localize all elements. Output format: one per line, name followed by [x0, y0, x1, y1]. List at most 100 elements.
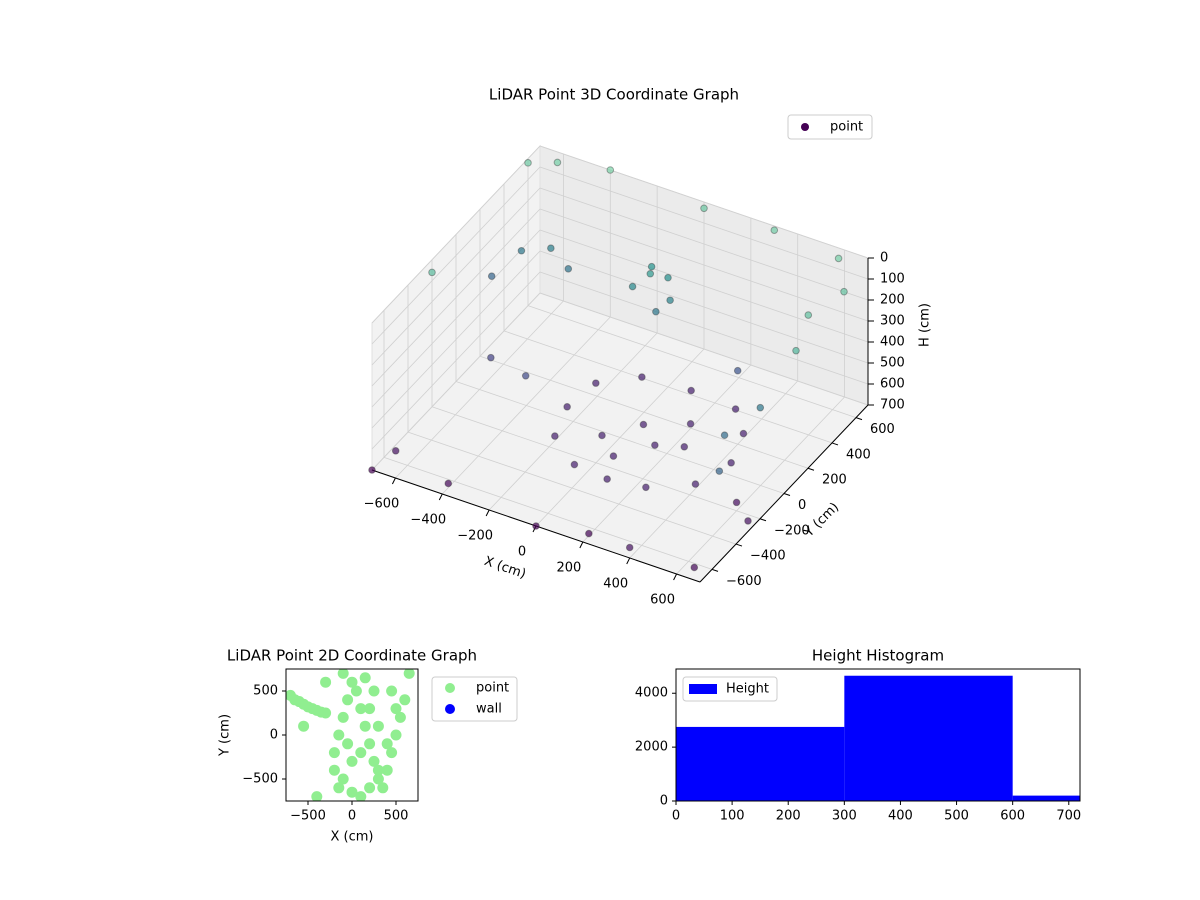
data-point [364, 738, 376, 750]
grid-line [371, 292, 541, 471]
tick-mark [673, 573, 678, 581]
data-point [337, 669, 349, 679]
grid-line [539, 250, 869, 364]
y-tick-label: −200 [774, 523, 810, 538]
data-point [727, 459, 735, 467]
plot-area [676, 675, 1080, 801]
data-point [680, 443, 689, 451]
data-point [625, 543, 634, 552]
data-point [804, 311, 813, 319]
data-point [840, 287, 848, 296]
legend-label: Height [726, 682, 769, 697]
chart-title: Height Histogram [812, 647, 944, 665]
data-point [381, 738, 393, 750]
data-point [598, 431, 606, 440]
data-point [386, 747, 398, 759]
data-point [733, 366, 742, 375]
data-point [547, 244, 555, 253]
data-point [372, 764, 384, 776]
y-tick-label: 400 [846, 447, 871, 462]
data-point [337, 711, 349, 723]
legend-label: point [830, 120, 863, 135]
z-tick-label: 300 [880, 314, 905, 329]
data-point [720, 431, 729, 440]
data-point [355, 747, 367, 759]
plot-area [286, 669, 415, 801]
y-tick-label: 0 [798, 498, 806, 513]
z-tick-label: 500 [880, 356, 905, 371]
data-point [638, 373, 646, 381]
legend-label: wall [476, 702, 502, 717]
y-tick-label: 2000 [635, 740, 668, 755]
data-point [517, 246, 526, 255]
y-axis-line [699, 404, 869, 583]
grid-line [371, 250, 541, 429]
grid-line [431, 406, 761, 520]
data-point [328, 747, 340, 759]
z-tick-label: 200 [880, 293, 905, 308]
x-tick-label: 600 [650, 593, 675, 608]
data-point [487, 353, 495, 362]
data-point [664, 273, 672, 282]
legend-label: point [476, 681, 509, 696]
x-tick-label: 0 [672, 809, 680, 824]
legend-marker [445, 704, 455, 714]
y-tick-label: 200 [822, 473, 847, 488]
data-point [320, 676, 332, 688]
x-tick-label: 300 [832, 809, 857, 824]
tick-mark [807, 467, 815, 471]
data-point [756, 403, 765, 412]
data-point [372, 773, 384, 785]
grid-line [539, 208, 869, 322]
y-axis-label: Y (cm) [801, 500, 842, 541]
legend-marker [801, 123, 809, 131]
tick-mark [759, 518, 767, 522]
grid-line [503, 330, 833, 444]
y-tick-label: 0 [660, 794, 668, 809]
data-point [298, 720, 310, 732]
x-tick-label: 200 [556, 561, 581, 576]
grid-line [539, 229, 869, 343]
tick-mark [831, 442, 839, 446]
x-tick-label: −600 [364, 497, 400, 512]
data-point [342, 694, 354, 706]
grid-line [371, 145, 541, 324]
grid-line [539, 166, 869, 280]
bar [844, 675, 1013, 801]
data-point [564, 265, 573, 273]
x-tick-label: 600 [1000, 809, 1025, 824]
data-point [403, 669, 415, 679]
grid-line [383, 456, 713, 570]
data-point [686, 420, 695, 428]
grid-line [527, 305, 857, 419]
data-point [639, 420, 648, 429]
data-point [585, 529, 593, 538]
y-tick-label: −400 [750, 549, 786, 564]
tick-mark [438, 493, 443, 501]
data-point [487, 272, 496, 281]
grid-line [539, 187, 869, 301]
x-tick-label: 100 [720, 809, 745, 824]
x-tick-label: 700 [1056, 809, 1081, 824]
x-tick-label: −400 [410, 513, 446, 528]
y-tick-label: 600 [870, 422, 895, 437]
data-point [592, 379, 600, 387]
data-point [700, 204, 708, 213]
grid-line [371, 229, 541, 408]
data-point [551, 432, 559, 440]
data-point [320, 707, 332, 719]
tick-mark [626, 557, 631, 565]
grid-line [371, 187, 541, 366]
grid-line [479, 355, 809, 469]
x-tick-label: 0 [348, 809, 356, 824]
data-point [687, 386, 695, 395]
x-axis-label: X (cm) [331, 830, 374, 845]
grid-line [371, 166, 541, 345]
grid-line [539, 271, 869, 385]
data-point [651, 441, 659, 449]
legend-box [682, 676, 778, 702]
data-point [731, 405, 740, 413]
data-point [428, 268, 436, 277]
data-point [350, 685, 362, 697]
